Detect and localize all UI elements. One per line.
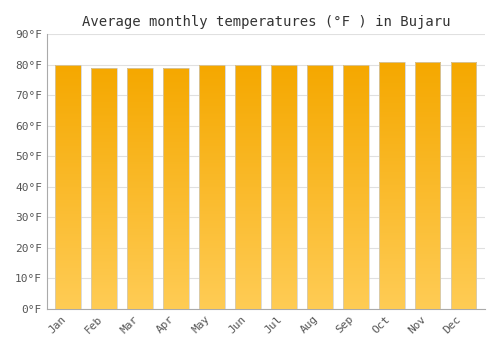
Bar (450, 62, 476, 309)
Bar (378, 62, 404, 309)
Bar (128, 68, 153, 309)
Bar (163, 68, 189, 309)
Bar (199, 65, 225, 309)
Bar (92, 68, 118, 309)
Bar (271, 65, 297, 309)
Bar (414, 62, 440, 309)
Bar (307, 65, 332, 309)
Bar (235, 65, 261, 309)
Bar (343, 65, 368, 309)
Title: Average monthly temperatures (°F ) in Bujaru: Average monthly temperatures (°F ) in Bu… (82, 15, 450, 29)
Bar (56, 65, 82, 309)
